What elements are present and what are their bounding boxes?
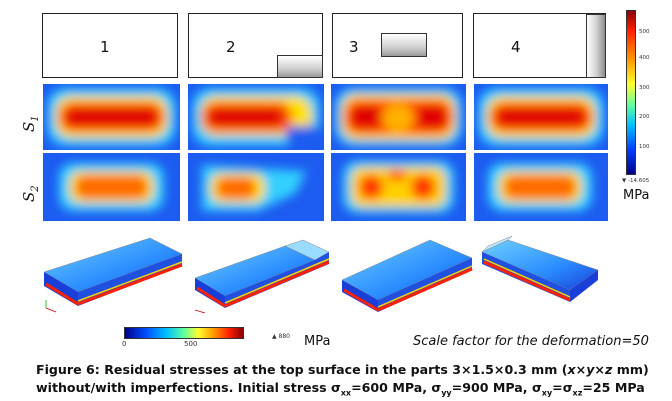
colorbar-tick: 0 xyxy=(122,340,127,348)
deformed-part-2 xyxy=(185,238,335,318)
colorbar-tick: 200 xyxy=(639,114,650,120)
geometry-panel-2: 2 xyxy=(188,13,323,78)
s2-map-2 xyxy=(188,153,324,221)
colorbar-tick: 500 xyxy=(184,340,198,348)
colorbar-tick: 400 xyxy=(639,55,650,61)
deformed-part-3 xyxy=(334,232,479,318)
colorbar-tick: 300 xyxy=(639,85,650,91)
s2-map-4 xyxy=(474,153,608,221)
imperfection-block xyxy=(381,33,427,57)
row-label-s2: S2 xyxy=(20,185,41,202)
s2-map-3 xyxy=(331,153,466,221)
s2-map-4-field xyxy=(474,153,608,221)
deformed-part-2-view xyxy=(194,239,330,314)
geometry-panel-3: 3 xyxy=(332,13,463,78)
panel-number: 3 xyxy=(349,38,359,56)
deformed-part-4-view xyxy=(481,235,599,302)
s1-map-1-field xyxy=(43,84,180,150)
s1-map-1 xyxy=(43,84,180,150)
panel-number: 1 xyxy=(100,38,110,56)
deformed-part-1-view xyxy=(43,237,183,313)
s1-map-4-field xyxy=(474,84,608,150)
s2-map-3-field xyxy=(331,153,466,221)
colorbar-min-label: ▼ -14.605 xyxy=(622,178,650,184)
s1-map-3 xyxy=(331,84,466,150)
geometry-panel-1: 1 xyxy=(42,13,178,78)
row-label-s1: S1 xyxy=(20,115,41,132)
colorbar-unit: MPa xyxy=(623,188,650,203)
colorbar-horizontal xyxy=(124,327,244,339)
s1-map-2 xyxy=(188,84,324,150)
s2-map-1-field xyxy=(43,153,180,221)
geometry-panel-4: 4 xyxy=(473,13,606,78)
colorbar-unit: MPa xyxy=(304,334,331,349)
s2-map-2-field xyxy=(188,153,324,221)
deformed-part-3-view xyxy=(341,239,473,312)
panel-number: 4 xyxy=(511,38,521,56)
deformed-part-4 xyxy=(478,232,606,312)
s1-map-4 xyxy=(474,84,608,150)
colorbar-vertical xyxy=(626,10,636,175)
colorbar-tick: 500 xyxy=(639,29,650,35)
s2-map-1 xyxy=(43,153,180,221)
colorbar-max-label: ▲ 880 xyxy=(272,333,290,340)
scale-note: Scale factor for the deformation=50 xyxy=(413,334,649,349)
s1-map-2-field xyxy=(188,84,324,150)
figure-caption-line-1: Figure 6: Residual stresses at the top s… xyxy=(36,362,649,377)
s1-map-3-field xyxy=(331,84,466,150)
figure-caption-line-2: without/with imperfections. Initial stre… xyxy=(36,380,645,398)
imperfection-block xyxy=(277,55,323,78)
colorbar-tick: 100 xyxy=(639,144,650,150)
panel-number: 2 xyxy=(226,38,236,56)
imperfection-block xyxy=(586,14,606,78)
deformed-part-1 xyxy=(38,232,188,318)
